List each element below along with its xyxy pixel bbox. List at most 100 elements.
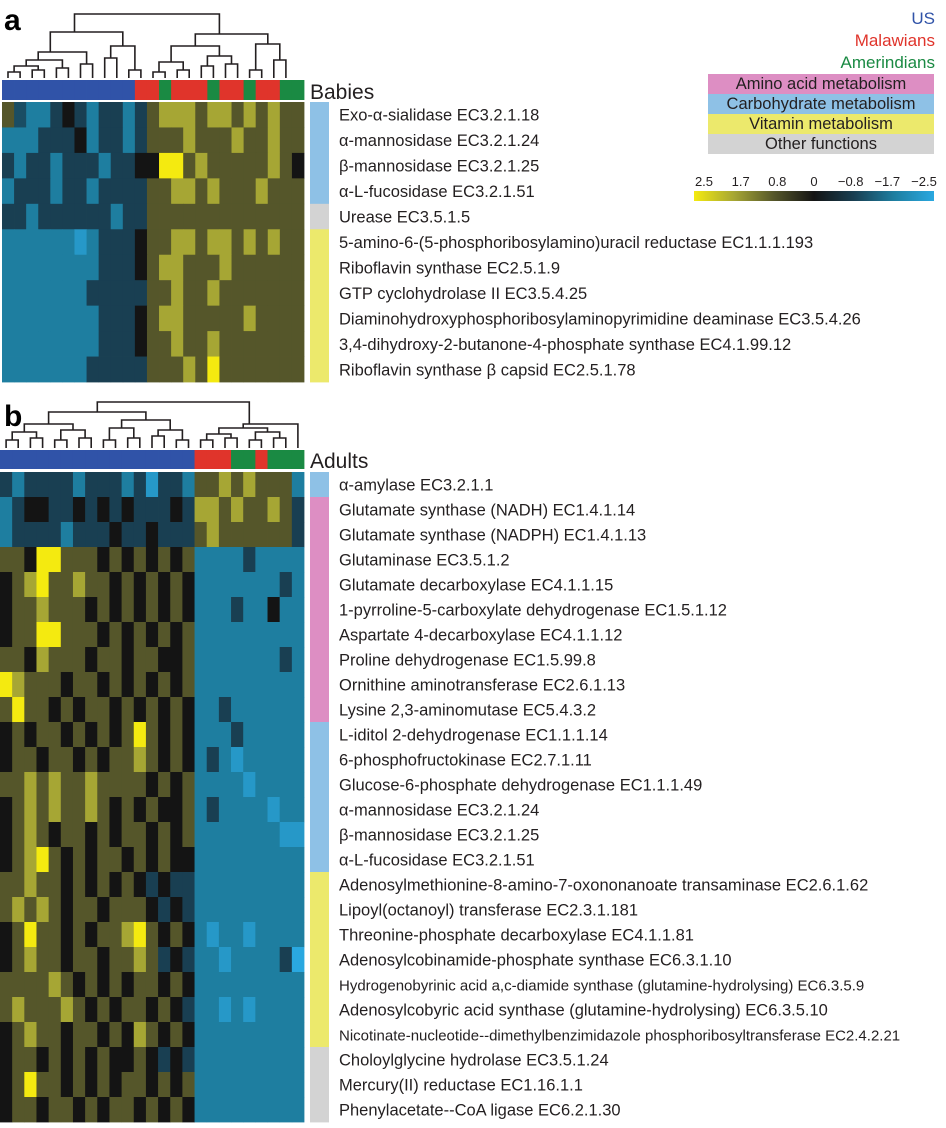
heatmap-cell — [219, 127, 232, 154]
category-cell — [310, 1097, 329, 1123]
heatmap-cell — [182, 472, 195, 498]
heatmap-cell — [218, 797, 232, 823]
heatmap-cell — [267, 102, 281, 128]
heatmap-cell — [158, 947, 171, 973]
heatmap-cell — [279, 597, 293, 623]
heatmap-cell — [146, 178, 160, 205]
heatmap-cell — [72, 572, 86, 598]
row-label: 5-amino-6-(5-phosphoribosylamino)uracil … — [339, 234, 813, 252]
heatmap-cell — [2, 254, 15, 281]
heatmap-cell — [170, 1047, 183, 1073]
heatmap-cell — [145, 722, 159, 748]
heatmap-cell — [158, 772, 171, 798]
heatmap-cell — [243, 622, 256, 648]
heatmap-cell — [231, 672, 244, 698]
heatmap-cell — [279, 772, 293, 798]
population-cell-us — [0, 450, 13, 469]
heatmap-cell — [72, 997, 86, 1023]
population-cell-amerindians — [243, 450, 256, 469]
dendrogram-branch — [176, 69, 190, 78]
heatmap-cell — [207, 178, 220, 205]
heatmap-cell — [109, 672, 122, 698]
heatmap-cell — [267, 622, 281, 648]
heatmap-cell — [109, 472, 122, 498]
category-legend-swatch — [708, 74, 934, 94]
heatmap-cell — [24, 697, 37, 723]
heatmap-cell — [24, 522, 37, 548]
heatmap-cell — [110, 331, 124, 357]
heatmap-cell — [195, 178, 208, 205]
heatmap-cell — [243, 178, 257, 205]
heatmap-cell — [279, 305, 293, 332]
heatmap-cell — [243, 102, 257, 128]
heatmap-cell — [291, 102, 305, 128]
heatmap-cell — [48, 622, 62, 648]
heatmap-cell — [98, 127, 112, 154]
heatmap-cell — [133, 547, 147, 573]
heatmap-cell — [183, 102, 196, 128]
heatmap-cell — [243, 747, 256, 773]
heatmap-cell — [48, 1072, 62, 1098]
heatmap-cell — [97, 1097, 110, 1123]
heatmap-cell — [243, 280, 257, 307]
heatmap-cell — [171, 229, 184, 256]
heatmap-cell — [206, 722, 220, 748]
heatmap-cell — [255, 772, 268, 798]
heatmap-cell — [122, 305, 136, 332]
heatmap-cell — [182, 1072, 195, 1098]
heatmap-cell — [182, 522, 195, 548]
heatmap-cell — [279, 152, 293, 179]
heatmap-cell — [2, 356, 15, 383]
heatmap-cell — [206, 947, 220, 973]
heatmap-cell — [12, 622, 25, 648]
heatmap-cell — [48, 1097, 62, 1123]
heatmap-cell — [72, 722, 86, 748]
heatmap-cell — [255, 280, 269, 307]
heatmap-cell — [291, 597, 305, 623]
category-cell — [310, 102, 329, 128]
heatmap-cell — [182, 697, 195, 723]
heatmap-cell — [109, 747, 122, 773]
heatmap-cell — [255, 922, 268, 948]
heatmap-cell — [171, 280, 184, 307]
heatmap-cell — [158, 797, 171, 823]
heatmap-cell — [279, 972, 293, 998]
heatmap-cell — [97, 1072, 110, 1098]
heatmap-cell — [109, 547, 122, 573]
heatmap-cell — [74, 178, 87, 205]
heatmap-cell — [267, 847, 281, 873]
heatmap-cell — [60, 622, 74, 648]
category-cell — [310, 1022, 329, 1048]
heatmap-cell — [36, 897, 50, 923]
heatmap-cell — [62, 331, 75, 357]
heatmap-cell — [85, 922, 98, 948]
category-legend-label: Amino acid metabolism — [736, 75, 907, 93]
heatmap-cell — [255, 178, 269, 205]
heatmap-cell — [122, 127, 136, 154]
heatmap-cell — [133, 572, 147, 598]
heatmap-cell — [72, 1022, 86, 1048]
heatmap-cell — [279, 997, 293, 1023]
heatmap-cell — [231, 178, 244, 205]
heatmap-cell — [279, 722, 293, 748]
heatmap-cell — [145, 547, 159, 573]
heatmap-cell — [195, 229, 208, 256]
heatmap-cell — [62, 203, 75, 230]
heatmap-cell — [170, 622, 183, 648]
heatmap-cell — [231, 572, 244, 598]
heatmap-cell — [0, 1072, 13, 1098]
heatmap-cell — [158, 647, 171, 673]
heatmap-cell — [24, 472, 37, 498]
heatmap-cell — [279, 622, 293, 648]
heatmap-cell — [218, 722, 232, 748]
population-cell-malawians — [267, 80, 281, 100]
heatmap-cell — [279, 947, 293, 973]
heatmap-cell — [98, 178, 112, 205]
heatmap-cell — [243, 847, 256, 873]
heatmap-cell — [171, 152, 184, 179]
heatmap-cell — [231, 547, 244, 573]
heatmap-cell — [0, 922, 13, 948]
heatmap-cell — [2, 280, 15, 307]
heatmap-cell — [194, 747, 208, 773]
category-cell — [310, 922, 329, 948]
